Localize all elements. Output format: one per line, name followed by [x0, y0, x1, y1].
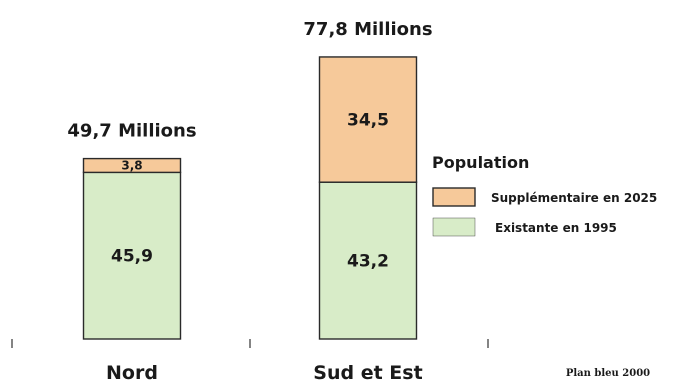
bar-total-label: 77,8 Millions: [303, 19, 432, 40]
legend-swatch: [432, 187, 476, 207]
bar-labels-group: 45,9 3,8 49,7 Millions 43,2 34,5 77,8 Million…: [67, 19, 432, 272]
bar-segment: [318, 56, 418, 183]
bar-total-label: 49,7 Millions: [67, 121, 196, 142]
bars-group: [82, 56, 418, 340]
legend-label: Existante en 1995: [495, 221, 617, 235]
bar-value-label: 3,8: [121, 158, 142, 172]
bar-segment: [82, 171, 182, 340]
bar-segment: [82, 157, 182, 174]
source-note: Plan bleu 2000: [566, 368, 650, 379]
legend-swatch: [432, 217, 476, 237]
legend: Population Supplémentaire en 2025 Existant…: [432, 153, 657, 237]
legend-title: Population: [432, 153, 529, 172]
category-label: Sud et Est: [313, 362, 422, 381]
bar-value-label: 34,5: [347, 111, 389, 131]
bar-value-label: 45,9: [111, 247, 153, 267]
category-label: Nord: [106, 362, 158, 381]
bar-value-label: 43,2: [347, 252, 389, 272]
legend-label: Supplémentaire en 2025: [491, 191, 657, 205]
x-axis: Nord Sud et Est: [11, 339, 489, 381]
